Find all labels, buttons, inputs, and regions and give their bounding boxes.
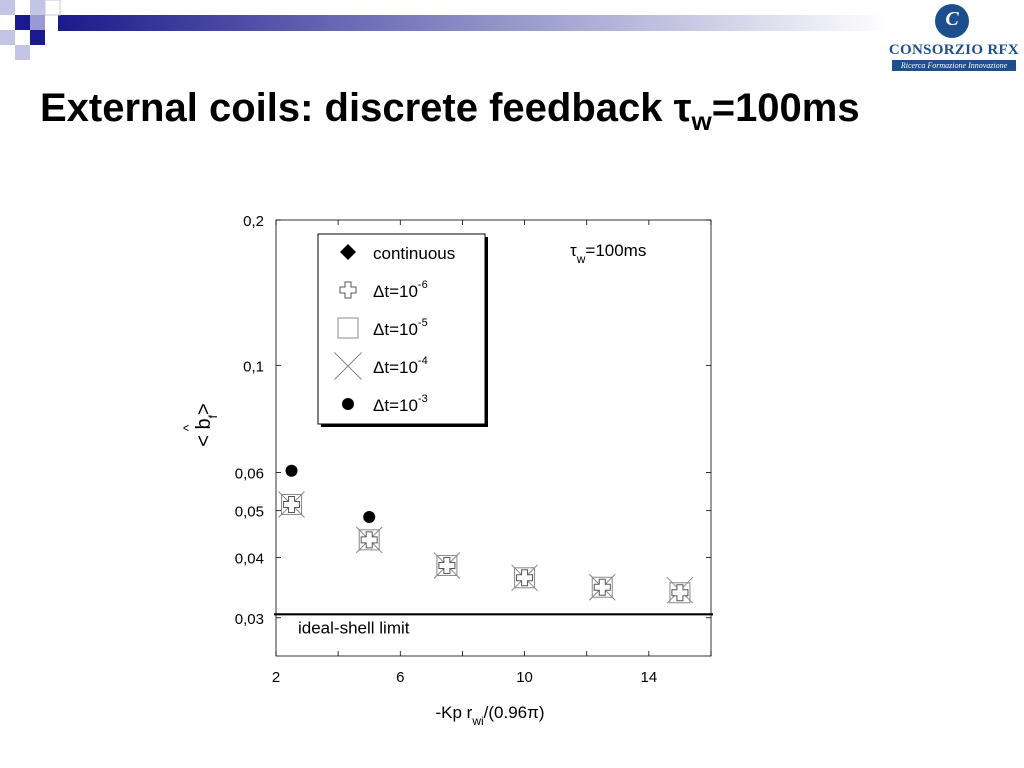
data-point-square [436, 554, 458, 576]
header-square [0, 30, 15, 45]
legend-marker-x [333, 351, 363, 381]
logo-tagline: Ricerca Formazione Innovazione [892, 60, 1016, 71]
data-point-cross [593, 578, 611, 596]
data-point-cross [438, 556, 456, 574]
logo-name: CONSORZIO RFX [888, 42, 1020, 58]
data-point-cross [671, 584, 689, 602]
slide-title: External coils: discrete feedback τw=100… [40, 86, 860, 137]
data-point-square [591, 576, 613, 598]
x-axis-label: -Kp rwi/(0.96π) [435, 703, 544, 728]
legend-label: Δt=10-4 [373, 355, 428, 377]
plot-frame [275, 219, 712, 657]
data-point-square [514, 567, 536, 589]
legend-label: continuous [373, 244, 455, 263]
x-tick-label: 10 [516, 669, 533, 686]
y-tick-label: 0,04 [235, 550, 264, 567]
data-point-cross [283, 495, 301, 513]
header-square [30, 0, 45, 15]
header-gradient-band [58, 15, 888, 31]
y-tick-label: 0,1 [243, 358, 264, 375]
data-point-square [281, 493, 303, 515]
header-square [44, 0, 61, 16]
legend-marker-cross [339, 281, 357, 299]
tau-annotation: τw=100ms [570, 241, 646, 266]
slide-title-subscript: w [691, 106, 712, 136]
data-point-x [278, 491, 305, 518]
data-point-cross [516, 569, 534, 587]
header-square [15, 15, 30, 30]
slide-title-tail: =100ms [711, 86, 860, 130]
legend-label: Δt=10-6 [373, 279, 428, 301]
header-square [0, 0, 15, 15]
header-square [30, 30, 45, 45]
y-tick-label: 0,03 [235, 611, 264, 628]
y-tick-label: 0,2 [243, 213, 264, 230]
data-point-cross [360, 531, 378, 549]
legend-marker-diamond [340, 244, 356, 260]
legend-label: Δt=10-3 [373, 393, 428, 415]
data-point-x [511, 564, 538, 592]
y-axis-label: < bf> [193, 403, 220, 446]
slide-title-main: External coils: discrete feedback τ [40, 86, 692, 130]
data-point-circle [285, 464, 298, 477]
logo-emblem-icon [935, 4, 969, 38]
legend-label: Δt=10-5 [373, 317, 428, 339]
y-tick-label: 0,05 [235, 504, 264, 521]
data-point-x [588, 573, 616, 601]
x-tick-label: 14 [641, 669, 658, 686]
header-square [15, 45, 30, 60]
data-point-x [355, 526, 383, 554]
y-tick-label: 0,06 [235, 465, 264, 482]
x-tick-label: 6 [396, 669, 404, 686]
data-point-circle [363, 511, 376, 524]
y-axis-label-hat: ^ [180, 424, 196, 431]
legend-shadow [321, 237, 488, 427]
logo-emblem-glyph: C [945, 8, 959, 30]
data-point-x [666, 576, 694, 604]
consorzio-rfx-logo: C CONSORZIO RFX Ricerca Formazione Innov… [888, 2, 1020, 72]
x-tick-label: 2 [272, 669, 280, 686]
ideal-shell-limit-label: ideal-shell limit [298, 618, 410, 637]
header-decoration [0, 0, 888, 60]
legend-marker-square [337, 317, 359, 339]
data-point-square [669, 582, 691, 604]
data-point-square [358, 529, 380, 551]
legend-marker-circle [342, 398, 354, 410]
legend-box [317, 233, 486, 425]
header-square [30, 15, 45, 30]
data-point-x [433, 552, 461, 579]
